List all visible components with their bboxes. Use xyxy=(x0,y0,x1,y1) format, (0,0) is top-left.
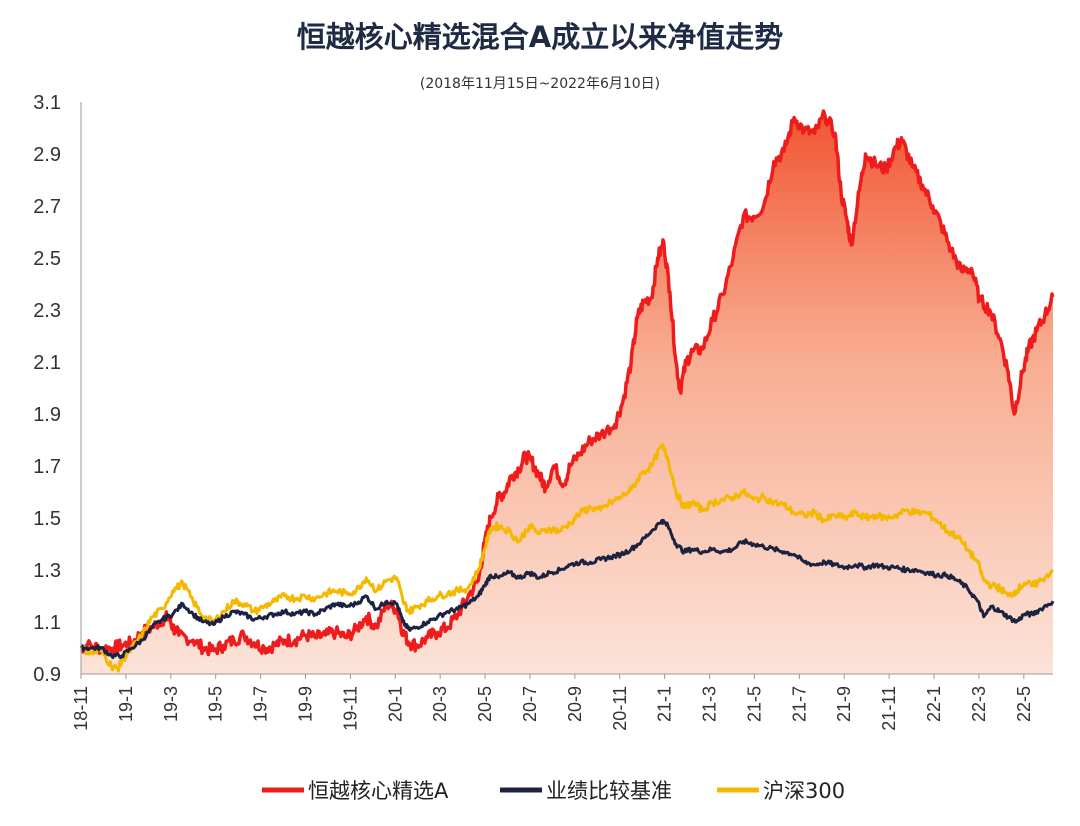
x-axis: 18-11 19-1 19-3 19-5 19-7 19-9 19-11 20-1 20-3 20… xyxy=(71,673,1053,731)
legend: 恒越核心精选A 业绩比较基准 沪深300 xyxy=(262,779,845,803)
x-tick-label: 19-1 xyxy=(116,686,136,722)
x-tick-label: 20-3 xyxy=(430,686,450,722)
chart-title: 恒越核心精选混合A成立以来净值走势 xyxy=(297,20,783,54)
x-tick-label: 18-11 xyxy=(71,686,91,731)
x-tick-label: 20-11 xyxy=(610,686,630,731)
series-line-csi300 xyxy=(79,442,1054,673)
y-tick-label: 2.7 xyxy=(33,196,61,218)
y-tick-label: 2.9 xyxy=(33,144,61,166)
x-tick-label: 19-9 xyxy=(295,686,315,722)
x-tick-label: 21-5 xyxy=(744,686,764,722)
x-tick-label: 20-7 xyxy=(520,686,540,722)
x-tick-label: 20-9 xyxy=(565,686,585,722)
series-line-benchmark xyxy=(79,518,1055,660)
x-tick-label: 19-5 xyxy=(206,686,226,722)
y-tick-label: 1.3 xyxy=(33,560,61,582)
x-tick-label: 20-5 xyxy=(475,686,495,722)
x-tick-label: 22-5 xyxy=(1014,686,1034,722)
legend-label: 恒越核心精选A xyxy=(308,779,449,803)
y-tick-label: 1.9 xyxy=(33,404,61,426)
legend-label: 沪深300 xyxy=(763,779,845,803)
chart-subtitle: (2018年11月15日~2022年6月10日) xyxy=(420,76,660,92)
y-tick-label: 1.5 xyxy=(33,508,61,530)
y-tick-label: 1.7 xyxy=(33,456,61,478)
x-tick-label: 22-3 xyxy=(969,686,989,722)
y-tick-label: 2.5 xyxy=(33,248,61,270)
series-line-fund xyxy=(80,109,1055,657)
legend-label: 业绩比较基准 xyxy=(546,779,672,803)
y-axis: 0.9 1.1 1.3 1.5 1.7 1.9 2.1 2.3 2.5 2.7 2.9 3.1 xyxy=(33,92,82,686)
x-tick-label: 21-7 xyxy=(789,686,809,722)
x-tick-label: 19-7 xyxy=(251,686,271,722)
x-tick-label: 21-11 xyxy=(879,686,899,731)
x-tick-label: 19-3 xyxy=(161,686,181,722)
x-tick-label: 21-3 xyxy=(700,686,720,722)
plot-area xyxy=(79,109,1055,674)
y-tick-label: 1.1 xyxy=(33,612,61,634)
y-tick-label: 0.9 xyxy=(33,664,61,686)
x-tick-label: 21-1 xyxy=(655,686,675,722)
x-tick-label: 19-11 xyxy=(340,686,360,731)
y-tick-label: 2.3 xyxy=(33,300,61,322)
x-tick-label: 20-1 xyxy=(385,686,405,722)
series-area-fund xyxy=(81,111,1053,674)
y-tick-label: 2.1 xyxy=(33,352,61,374)
x-tick-label: 21-9 xyxy=(834,686,854,722)
x-tick-label: 22-1 xyxy=(924,686,944,722)
y-tick-label: 3.1 xyxy=(33,92,61,114)
